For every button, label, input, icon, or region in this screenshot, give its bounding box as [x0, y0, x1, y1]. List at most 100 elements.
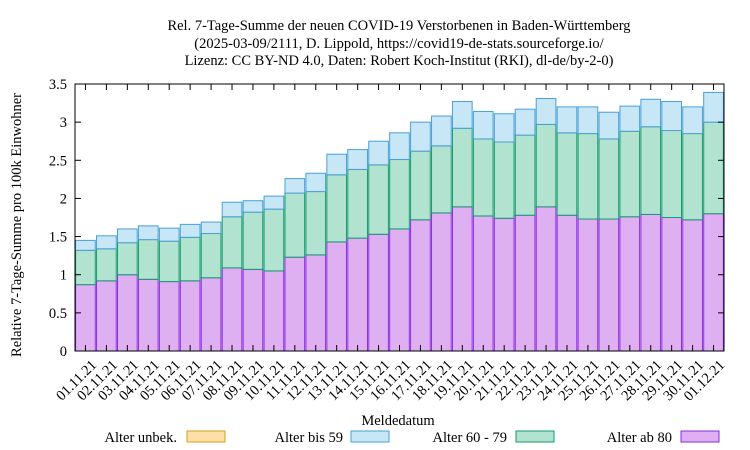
- y-tick-label: 1: [60, 268, 67, 284]
- bar-segment-alter-60-79: [96, 248, 117, 282]
- bar-segment-alter-60-79: [661, 130, 683, 218]
- bar-segment-alter-bis-59: [75, 239, 96, 251]
- bar-segment-alter-bis-59: [263, 195, 285, 210]
- bar-segment-alter-60-79: [431, 145, 452, 214]
- x-axis-title: Meldedatum: [361, 413, 435, 429]
- bar-segment-alter-60-79: [451, 127, 473, 208]
- bar-segment-alter-ab-80: [116, 274, 138, 352]
- bar-segment-alter-bis-59: [368, 140, 389, 166]
- bar-segment-alter-ab-80: [200, 277, 222, 352]
- bar-segment-alter-ab-80: [158, 281, 180, 352]
- bars: [75, 91, 724, 352]
- bar-segment-alter-bis-59: [347, 149, 368, 170]
- chart-title-line-1: Rel. 7-Tage-Summe der neuen COVID-19 Ver…: [167, 18, 630, 34]
- bar-segment-alter-bis-59: [137, 225, 159, 241]
- y-tick-label: 3: [60, 115, 67, 131]
- bar-segment-alter-bis-59: [535, 97, 557, 125]
- bar-segment-alter-bis-59: [158, 227, 180, 242]
- bar-segment-alter-ab-80: [263, 270, 285, 352]
- bar-segment-alter-60-79: [577, 133, 599, 220]
- bar-segment-alter-ab-80: [221, 267, 243, 352]
- bar-segment-alter-ab-80: [347, 237, 368, 352]
- legend-label-alter-ab-80: Alter ab 80: [607, 430, 672, 446]
- legend: Alter unbek. Alter bis 59 Alter 60 - 79 Alt…: [105, 430, 720, 446]
- bar-segment-alter-bis-59: [116, 228, 138, 244]
- bar-segment-alter-ab-80: [682, 219, 703, 352]
- bar-segment-alter-60-79: [514, 134, 536, 216]
- bar-segment-alter-ab-80: [556, 214, 578, 352]
- bar-segment-alter-ab-80: [179, 280, 201, 352]
- bar-segment-alter-60-79: [389, 159, 410, 230]
- bar-segment-alter-ab-80: [410, 219, 431, 352]
- y-tick-label: 1.5: [49, 230, 67, 246]
- bar-segment-alter-bis-59: [410, 121, 431, 152]
- bar-segment-alter-60-79: [200, 233, 222, 279]
- bar-segment-alter-ab-80: [703, 213, 724, 352]
- bar-segment-alter-60-79: [179, 236, 201, 282]
- bar-segment-alter-bis-59: [326, 153, 348, 176]
- y-axis-title: Relative 7-Tage-Summe pro 100k Einwohner: [9, 93, 25, 357]
- bar-segment-alter-bis-59: [556, 106, 578, 134]
- bar-segment-alter-60-79: [619, 130, 641, 218]
- bar-segment-alter-60-79: [137, 239, 159, 280]
- bar-segment-alter-60-79: [703, 121, 724, 215]
- bar-segment-alter-ab-80: [389, 228, 410, 352]
- bar-segment-alter-ab-80: [598, 218, 620, 352]
- bar-segment-alter-ab-80: [137, 278, 159, 352]
- bar-segment-alter-ab-80: [75, 284, 96, 352]
- bar-segment-alter-ab-80: [493, 217, 515, 352]
- bar-segment-alter-bis-59: [493, 113, 515, 143]
- bar-segment-alter-60-79: [368, 164, 389, 235]
- bar-segment-alter-60-79: [221, 216, 243, 269]
- bar-segment-alter-60-79: [556, 132, 578, 216]
- bar-segment-alter-bis-59: [221, 201, 243, 218]
- bar-segment-alter-ab-80: [640, 213, 662, 352]
- bar-segment-alter-60-79: [682, 133, 703, 221]
- bar-segment-alter-ab-80: [514, 214, 536, 352]
- bar-segment-alter-ab-80: [326, 241, 348, 352]
- bar-segment-alter-bis-59: [431, 115, 452, 147]
- y-tick-label: 3.5: [49, 77, 67, 93]
- bar-segment-alter-60-79: [242, 211, 264, 270]
- legend-label-alter-unbek-: Alter unbek.: [105, 430, 177, 446]
- bar-segment-alter-ab-80: [368, 233, 389, 352]
- bar-segment-alter-bis-59: [682, 106, 703, 135]
- bar-segment-alter-ab-80: [451, 206, 473, 352]
- bar-segment-alter-60-79: [284, 192, 306, 258]
- bar-segment-alter-bis-59: [661, 101, 683, 132]
- y-tick-label: 0.5: [49, 306, 67, 322]
- bar-segment-alter-60-79: [472, 138, 494, 217]
- bar-segment-alter-60-79: [640, 126, 662, 215]
- bar-segment-alter-bis-59: [703, 91, 724, 123]
- y-tick-label: 2.5: [49, 153, 67, 169]
- bar-segment-alter-ab-80: [96, 280, 117, 352]
- bar-segment-alter-ab-80: [242, 268, 264, 352]
- bar-segment-alter-bis-59: [472, 110, 494, 140]
- bar-segment-alter-ab-80: [619, 216, 641, 352]
- legend-swatch-alter-ab-80: [680, 430, 720, 443]
- bar-segment-alter-60-79: [598, 138, 620, 220]
- bar-segment-alter-60-79: [535, 123, 557, 208]
- bar-segment-alter-bis-59: [451, 101, 473, 129]
- bar-segment-alter-bis-59: [598, 111, 620, 140]
- bar-segment-alter-bis-59: [179, 223, 201, 238]
- bar-segment-alter-bis-59: [619, 105, 641, 132]
- bar-segment-alter-60-79: [347, 168, 368, 239]
- bar-segment-alter-ab-80: [284, 256, 306, 352]
- bar-segment-alter-bis-59: [284, 178, 306, 194]
- chart-title-line-3: Lizenz: CC BY-ND 4.0, Daten: Robert Koch…: [185, 53, 614, 69]
- bar-segment-alter-60-79: [410, 150, 431, 221]
- legend-label-alter-bis-59: Alter bis 59: [275, 430, 343, 446]
- bar-segment-alter-ab-80: [305, 254, 327, 352]
- y-tick-label: 0: [60, 344, 67, 360]
- bar-segment-alter-ab-80: [661, 217, 683, 352]
- bar-segment-alter-ab-80: [577, 218, 599, 352]
- bar-segment-alter-60-79: [263, 208, 285, 272]
- legend-swatch-alter-bis-59: [350, 430, 390, 443]
- bar-segment-alter-60-79: [158, 240, 180, 283]
- bar-segment-alter-bis-59: [514, 108, 536, 136]
- bar-segment-alter-ab-80: [472, 215, 494, 352]
- bar-segment-alter-60-79: [75, 249, 96, 286]
- bar-segment-alter-60-79: [116, 242, 138, 276]
